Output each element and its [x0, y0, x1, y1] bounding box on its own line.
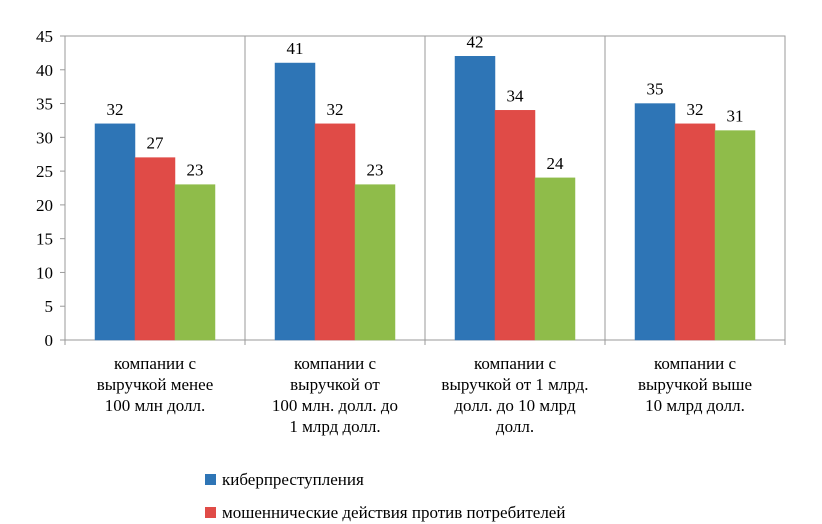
- legend-label: киберпреступления: [222, 470, 364, 489]
- bar-series-2-cat-3: [494, 110, 536, 341]
- data-label-series-2-cat-2: 32: [327, 100, 344, 119]
- category-label-line: выручкой выше: [638, 375, 752, 394]
- category-label-line: выручкой менее: [97, 375, 214, 394]
- category-label-2: компании с выручкой от 100 млн. долл. до 1 …: [272, 354, 398, 436]
- category-label-line: компании с: [294, 354, 377, 373]
- y-tick-label: 10: [36, 263, 53, 282]
- y-tick-label: 15: [36, 230, 53, 249]
- legend-swatch: [205, 474, 216, 485]
- bar-series-1-cat-1: [94, 123, 136, 341]
- category-label-line: компании с: [654, 354, 737, 373]
- data-label-series-3-cat-3: 24: [547, 154, 565, 173]
- category-label-line: 10 млрд долл.: [645, 396, 745, 415]
- legend-item-2: мошеннические действия против потребител…: [205, 503, 565, 523]
- category-label-line: долл.: [496, 417, 534, 436]
- data-label-series-1-cat-3: 42: [467, 32, 484, 51]
- bar-series-2-cat-2: [314, 123, 356, 341]
- category-label-1: компании с выручкой менее 100 млн долл.: [97, 354, 214, 415]
- category-label-line: выручкой от 1 млрд.: [441, 375, 588, 394]
- data-label-series-2-cat-3: 34: [507, 86, 525, 105]
- y-tick-label: 5: [45, 297, 54, 316]
- bar-series-2-cat-1: [134, 157, 176, 341]
- category-label-3: компании с выручкой от 1 млрд. долл. до 10…: [441, 354, 588, 436]
- data-label-series-1-cat-1: 32: [107, 100, 124, 119]
- bar-series-1-cat-4: [634, 103, 676, 341]
- bar-series-1-cat-2: [274, 62, 316, 341]
- data-label-series-3-cat-1: 23: [187, 161, 204, 180]
- data-label-series-1-cat-4: 35: [647, 80, 664, 99]
- category-label-4: компании с выручкой выше 10 млрд долл.: [638, 354, 752, 415]
- legend-label: мошеннические действия против потребител…: [222, 503, 566, 522]
- data-label-series-3-cat-4: 31: [727, 107, 744, 126]
- legend-item-1: киберпреступления: [205, 470, 364, 490]
- category-label-line: 1 млрд долл.: [289, 417, 380, 436]
- data-label-series-2-cat-4: 32: [687, 100, 704, 119]
- category-label-line: долл. до 10 млрд: [454, 396, 576, 415]
- y-tick-label: 30: [36, 128, 53, 147]
- bar-series-3-cat-1: [174, 184, 216, 341]
- bar-series-3-cat-2: [354, 184, 396, 341]
- legend-swatch: [205, 507, 216, 518]
- y-tick-label: 25: [36, 162, 53, 181]
- bar-series-2-cat-4: [674, 123, 716, 341]
- data-label-series-2-cat-1: 27: [147, 134, 165, 153]
- category-label-line: компании с: [114, 354, 197, 373]
- y-tick-label: 40: [36, 61, 53, 80]
- bar-chart: 0 5 10 15 20 25 30 35 40 45 32 41 42 35 27 32 34 32 23 23 24…: [36, 27, 786, 436]
- data-label-series-1-cat-2: 41: [287, 39, 304, 58]
- category-label-line: 100 млн. долл. до: [272, 396, 398, 415]
- bar-series-1-cat-3: [454, 56, 496, 341]
- data-label-series-3-cat-2: 23: [367, 161, 384, 180]
- y-tick-label: 20: [36, 196, 53, 215]
- y-tick-label: 35: [36, 95, 53, 114]
- bar-series-3-cat-3: [534, 177, 576, 341]
- y-tick-label: 0: [45, 331, 54, 350]
- category-label-line: 100 млн долл.: [105, 396, 205, 415]
- bar-series-3-cat-4: [714, 130, 756, 341]
- category-label-line: выручкой от: [290, 375, 380, 394]
- y-tick-label: 45: [36, 27, 53, 46]
- category-label-line: компании с: [474, 354, 557, 373]
